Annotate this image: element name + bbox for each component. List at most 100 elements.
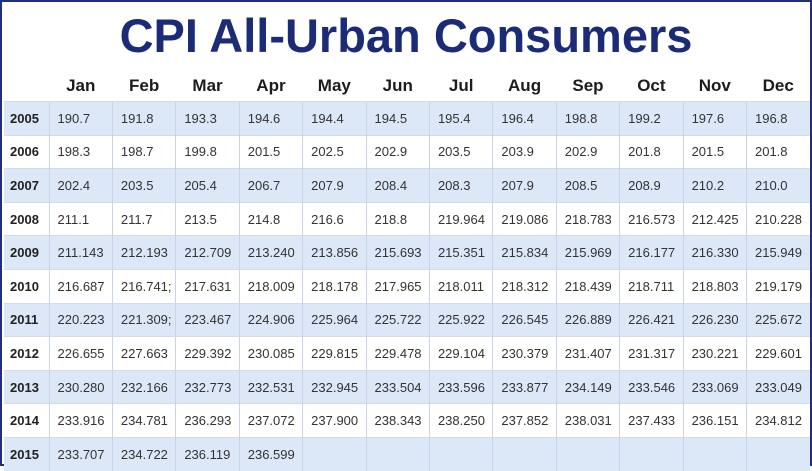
table-row: 2005 190.7 191.8 193.3 194.6 194.4 194.5 195.4 1… — [4, 101, 810, 136]
year-cell: 2010 — [4, 268, 50, 304]
value-cell: 225.964 — [302, 302, 367, 337]
value-cell: 223.467 — [175, 302, 240, 337]
year-cell: 2006 — [4, 134, 50, 169]
value-cell: 233.877 — [492, 369, 557, 404]
header-corner — [4, 70, 50, 102]
value-cell: 201.5 — [238, 134, 303, 169]
value-cell: 230.379 — [492, 336, 557, 371]
value-cell: 229.815 — [302, 336, 367, 371]
value-cell: 226.421 — [619, 302, 684, 337]
value-cell: 218.803 — [682, 268, 747, 304]
table-row: 2007 202.4 203.5 205.4 206.7 207.9 208.4 208.3 2… — [4, 168, 810, 203]
value-cell: 233.707 — [48, 436, 113, 471]
value-cell: 218.783 — [555, 201, 620, 236]
value-cell: 215.834 — [492, 235, 557, 270]
value-cell: 229.104 — [428, 336, 493, 371]
value-cell: 213.856 — [302, 235, 367, 270]
table-row: 2010 216.687 216.741; 217.631 218.009 218.178… — [4, 268, 810, 304]
value-cell: 194.5 — [365, 101, 430, 136]
value-cell — [555, 436, 620, 471]
value-cell — [428, 436, 493, 471]
value-cell: 234.149 — [555, 369, 620, 404]
value-cell: 201.8 — [619, 134, 684, 169]
value-cell: 216.687 — [48, 268, 113, 304]
table-row: 2009 211.143 212.193 212.709 213.240 213.856 2… — [4, 235, 810, 270]
value-cell: 225.722 — [365, 302, 430, 337]
value-cell: 215.969 — [555, 235, 620, 270]
year-cell: 2008 — [4, 201, 50, 236]
value-cell: 230.221 — [682, 336, 747, 371]
value-cell: 220.223 — [48, 302, 113, 337]
value-cell: 208.3 — [428, 168, 493, 203]
value-cell: 215.351 — [428, 235, 493, 270]
value-cell: 231.317 — [619, 336, 684, 371]
value-cell — [745, 436, 810, 471]
value-cell: 221.309; — [111, 302, 176, 337]
value-cell: 201.5 — [682, 134, 747, 169]
column-header-oct: Oct — [619, 70, 684, 102]
value-cell: 229.392 — [175, 336, 240, 371]
value-cell: 218.711 — [619, 268, 684, 304]
value-cell: 236.293 — [175, 403, 240, 438]
value-cell: 237.433 — [619, 403, 684, 438]
value-cell: 218.8 — [365, 201, 430, 236]
value-cell: 218.011 — [428, 268, 493, 304]
value-cell: 218.009 — [238, 268, 303, 304]
value-cell: 232.166 — [111, 369, 176, 404]
value-cell: 231.407 — [555, 336, 620, 371]
value-cell: 202.5 — [302, 134, 367, 169]
value-cell: 210.228 — [745, 201, 810, 236]
value-cell: 208.4 — [365, 168, 430, 203]
value-cell: 225.922 — [428, 302, 493, 337]
value-cell: 237.072 — [238, 403, 303, 438]
value-cell: 234.812 — [745, 403, 810, 438]
table-row: 2014 233.916 234.781 236.293 237.072 237.900 2… — [4, 403, 810, 438]
value-cell: 193.3 — [175, 101, 240, 136]
year-cell: 2011 — [4, 302, 50, 337]
value-cell: 217.965 — [365, 268, 430, 304]
value-cell: 219.964 — [428, 201, 493, 236]
value-cell: 236.151 — [682, 403, 747, 438]
value-cell: 202.9 — [365, 134, 430, 169]
value-cell: 218.439 — [555, 268, 620, 304]
value-cell: 233.546 — [619, 369, 684, 404]
value-cell: 237.900 — [302, 403, 367, 438]
cpi-table: Jan Feb Mar Apr May Jun Jul Aug Sep Oct Nov Dec 200… — [4, 70, 810, 471]
value-cell: 216.330 — [682, 235, 747, 270]
value-cell: 212.425 — [682, 201, 747, 236]
value-cell: 203.5 — [111, 168, 176, 203]
value-cell: 210.2 — [682, 168, 747, 203]
value-cell: 211.1 — [48, 201, 113, 236]
value-cell: 238.250 — [428, 403, 493, 438]
value-cell: 194.4 — [302, 101, 367, 136]
value-cell: 214.8 — [238, 201, 303, 236]
table-row: 2013 230.280 232.166 232.773 232.531 232.945 2… — [4, 369, 810, 404]
value-cell: 196.4 — [492, 101, 557, 136]
value-cell: 196.8 — [745, 101, 810, 136]
value-cell: 203.5 — [428, 134, 493, 169]
value-cell: 197.6 — [682, 101, 747, 136]
column-header-may: May — [302, 70, 367, 102]
column-header-aug: Aug — [492, 70, 557, 102]
value-cell: 215.949 — [745, 235, 810, 270]
value-cell: 211.143 — [48, 235, 113, 270]
value-cell — [365, 436, 430, 471]
value-cell: 213.5 — [175, 201, 240, 236]
value-cell: 208.5 — [555, 168, 620, 203]
column-header-jun: Jun — [366, 70, 430, 102]
value-cell: 206.7 — [238, 168, 303, 203]
value-cell: 216.6 — [302, 201, 367, 236]
value-cell: 234.722 — [111, 436, 176, 471]
value-cell: 219.086 — [492, 201, 557, 236]
year-cell: 2007 — [4, 168, 50, 203]
value-cell: 238.031 — [555, 403, 620, 438]
value-cell: 211.7 — [111, 201, 176, 236]
value-cell: 210.0 — [745, 168, 810, 203]
column-header-feb: Feb — [112, 70, 176, 102]
value-cell: 207.9 — [492, 168, 557, 203]
table-row: 2006 198.3 198.7 199.8 201.5 202.5 202.9 203.5 2… — [4, 134, 810, 169]
value-cell: 217.631 — [175, 268, 240, 304]
year-cell: 2009 — [4, 235, 50, 270]
value-cell: 216.741; — [111, 268, 176, 304]
